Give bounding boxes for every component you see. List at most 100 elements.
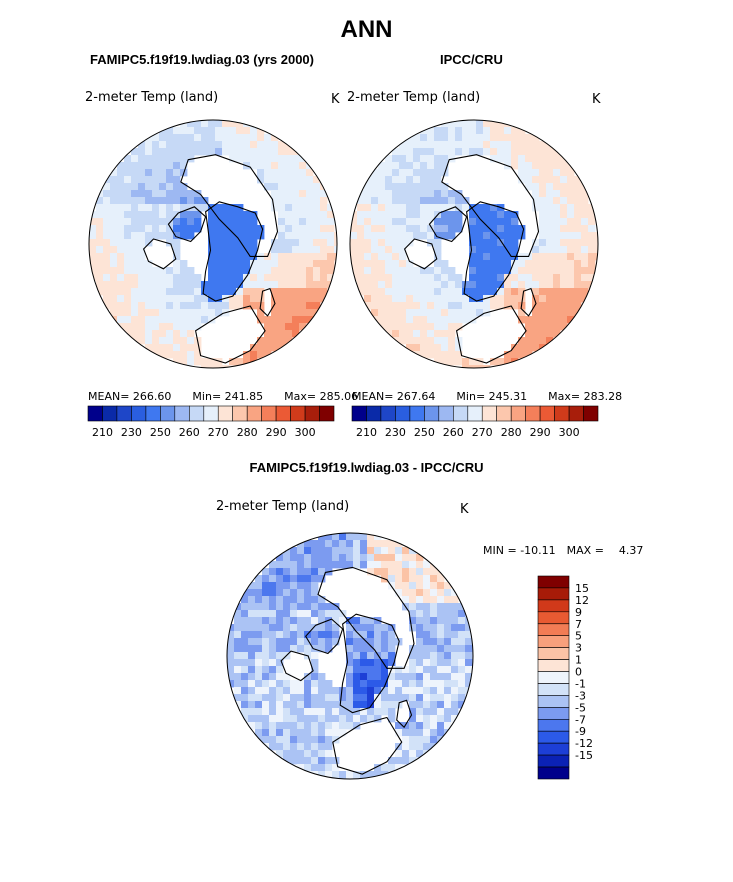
map-cell — [395, 687, 403, 695]
map-cell — [285, 239, 293, 247]
map-cell — [346, 687, 354, 695]
map-cell — [248, 701, 256, 709]
map-cell — [360, 533, 368, 541]
map-cell — [395, 561, 403, 569]
map-cell — [441, 358, 449, 366]
map-cell — [201, 141, 209, 149]
map-cell — [332, 624, 340, 632]
map-cell — [311, 659, 319, 667]
map-cell — [339, 715, 347, 723]
map-cell — [483, 288, 491, 296]
map-cell — [595, 232, 598, 240]
map-cell — [180, 274, 188, 282]
map-cell — [159, 176, 167, 184]
map-cell — [311, 750, 319, 758]
map-cell — [257, 267, 265, 275]
map-cell — [409, 617, 417, 625]
colorbar-box — [537, 659, 570, 672]
map-cell — [145, 295, 153, 303]
map-cell — [313, 295, 321, 303]
map-cell — [371, 239, 379, 247]
map-cell — [325, 771, 333, 779]
map-cell — [434, 232, 442, 240]
map-cell — [313, 260, 321, 268]
map-cell — [427, 141, 435, 149]
map-cell — [320, 260, 328, 268]
map-cell — [236, 358, 244, 366]
map-cell — [292, 197, 300, 205]
map-cell — [325, 736, 333, 744]
map-cell — [413, 176, 421, 184]
colorbar-box — [366, 405, 382, 422]
map-cell — [201, 302, 209, 310]
map-cell — [441, 155, 449, 163]
map-cell — [318, 603, 326, 611]
map-cell — [406, 260, 414, 268]
map-cell — [406, 232, 414, 240]
map-cell — [234, 666, 242, 674]
map-cell — [320, 253, 328, 261]
map-cell — [299, 323, 307, 331]
map-cell — [201, 365, 209, 368]
map-cell — [292, 169, 300, 177]
map-cell — [269, 715, 277, 723]
map-cell — [241, 659, 249, 667]
map-cell — [131, 218, 139, 226]
map-cell — [276, 575, 284, 583]
map-cell — [374, 631, 382, 639]
map-cell — [406, 211, 414, 219]
map-cell — [392, 225, 400, 233]
map-cell — [374, 554, 382, 562]
map-cell — [271, 274, 279, 282]
map-cell — [229, 239, 237, 247]
map-cell — [278, 211, 286, 219]
map-cell — [518, 351, 526, 359]
map-cell — [166, 225, 174, 233]
map-cell — [159, 351, 167, 359]
map-cell — [364, 267, 372, 275]
map-cell — [553, 302, 561, 310]
map-cell — [332, 687, 340, 695]
map-cell — [539, 183, 547, 191]
map-cell — [444, 680, 452, 688]
map-cell — [276, 561, 284, 569]
map-cell — [320, 225, 328, 233]
colorbar-tick-label: -9 — [575, 725, 586, 738]
map-cell — [378, 197, 386, 205]
map-cell — [427, 190, 435, 198]
map-cell — [511, 274, 519, 282]
map-cell — [444, 589, 452, 597]
map-cell — [173, 239, 181, 247]
map-cell — [325, 764, 333, 772]
map-cell — [325, 610, 333, 618]
map-cell — [180, 211, 188, 219]
map-cell — [278, 316, 286, 324]
map-cell — [374, 568, 382, 576]
map-cell — [285, 148, 293, 156]
map-cell — [173, 288, 181, 296]
map-cell — [553, 211, 561, 219]
map-cell — [103, 239, 111, 247]
map-cell — [385, 218, 393, 226]
map-cell — [518, 344, 526, 352]
map-cell — [138, 330, 146, 338]
map-cell — [395, 589, 403, 597]
map-cell — [546, 281, 554, 289]
map-cell — [430, 680, 438, 688]
map-cell — [504, 260, 512, 268]
map-cell — [434, 288, 442, 296]
map-cell — [96, 225, 104, 233]
map-cell — [539, 211, 547, 219]
map-cell — [427, 162, 435, 170]
map-cell — [124, 218, 132, 226]
map-cell — [364, 197, 372, 205]
map-cell — [255, 708, 263, 716]
panel2-min-value: 245.31 — [488, 390, 528, 403]
map-cell — [313, 253, 321, 261]
map-cell — [511, 281, 519, 289]
map-cell — [173, 141, 181, 149]
map-cell — [357, 204, 365, 212]
map-cell — [180, 267, 188, 275]
map-cell — [325, 547, 333, 555]
map-cell — [285, 253, 293, 261]
